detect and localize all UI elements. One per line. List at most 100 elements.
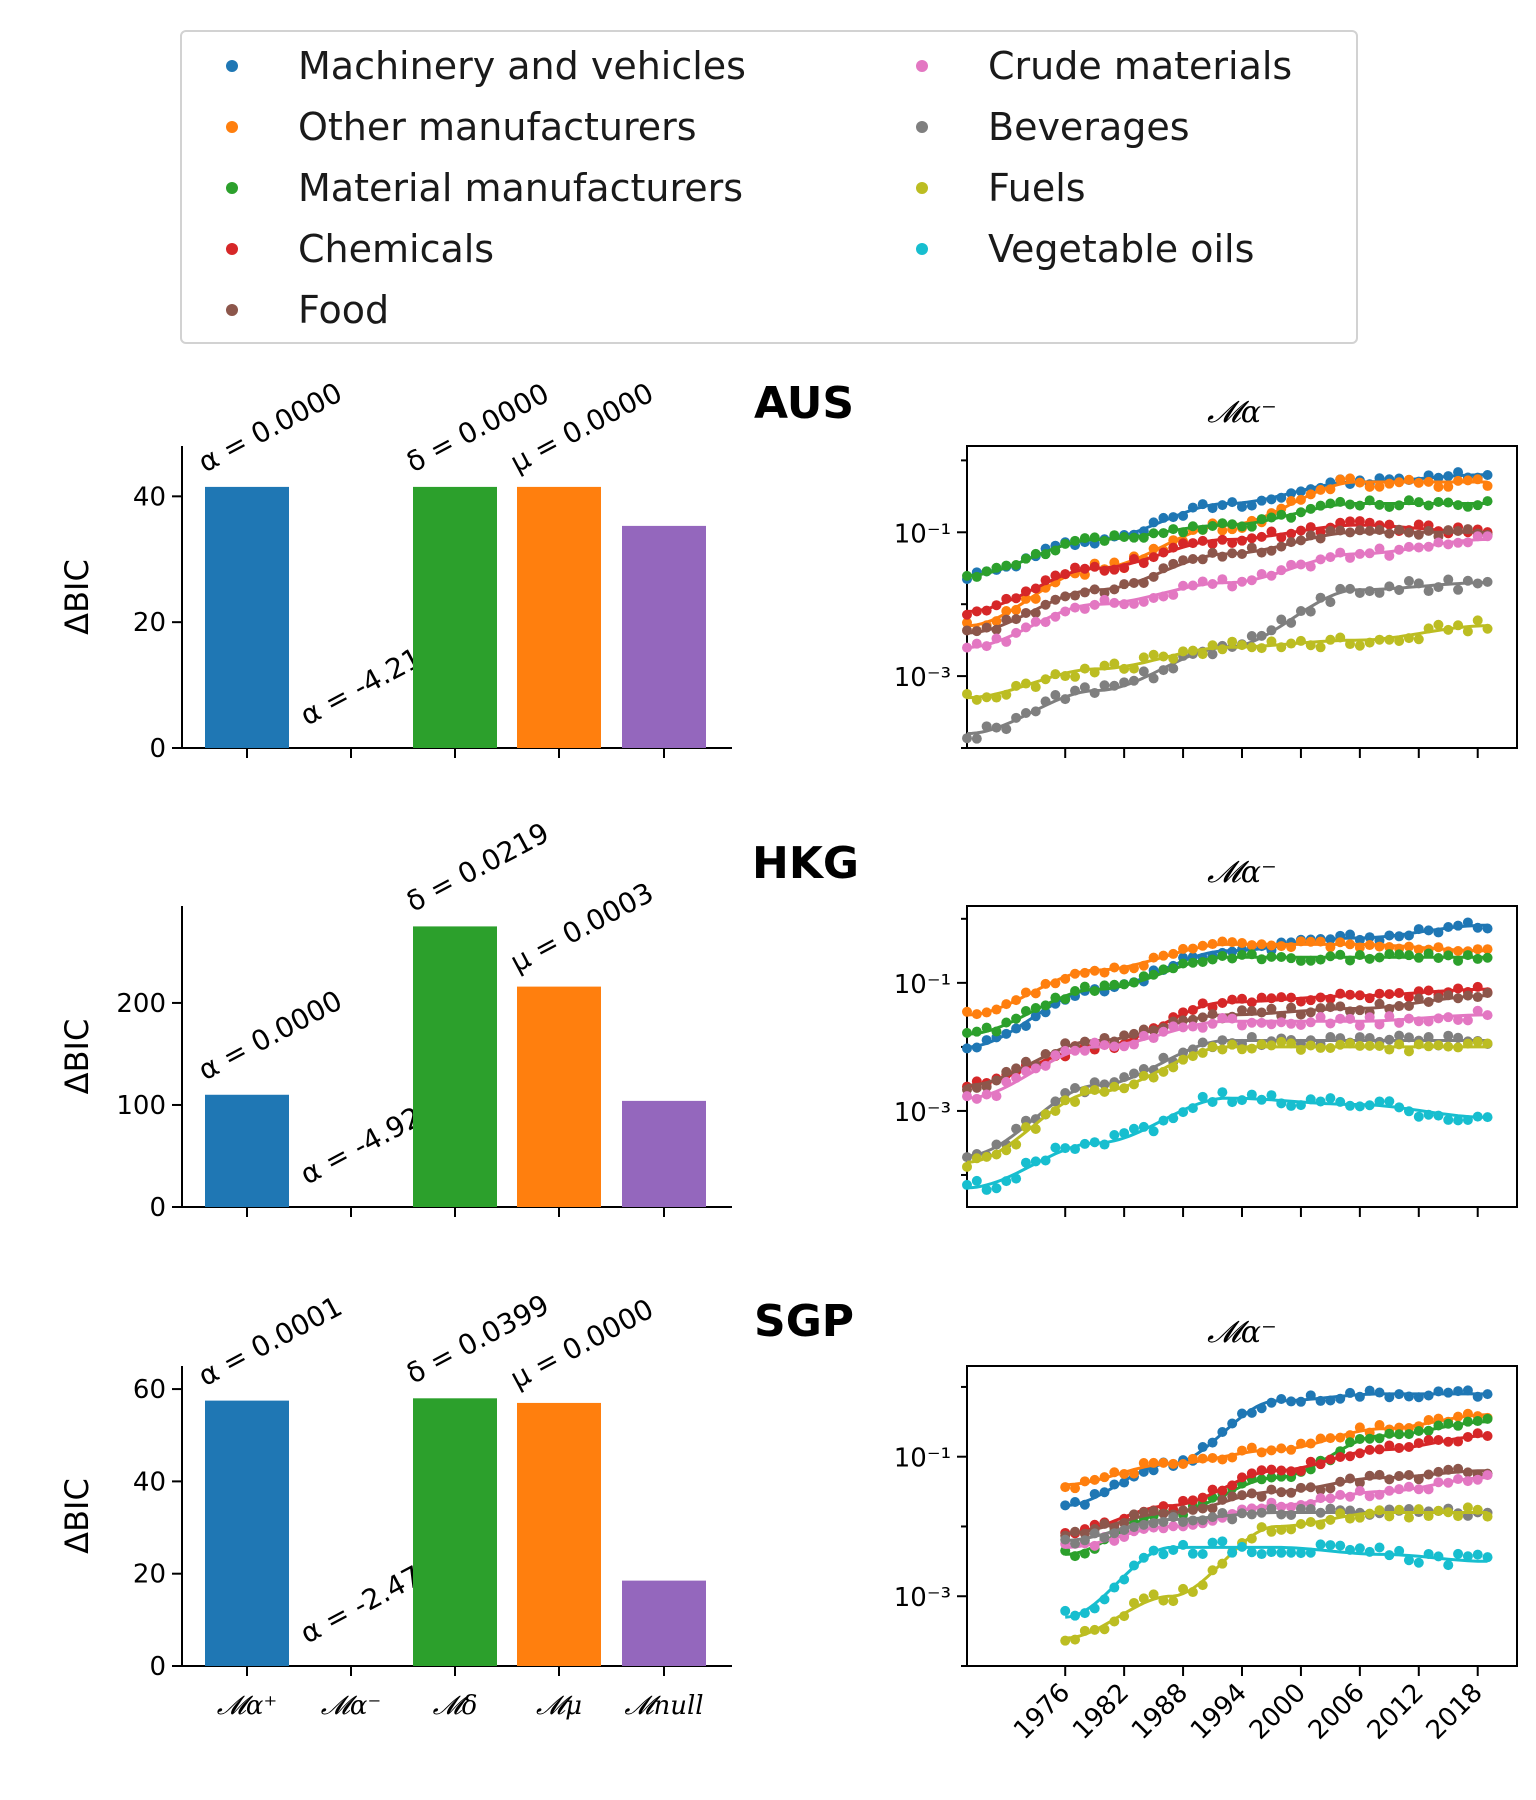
data-point xyxy=(1482,576,1493,587)
data-point xyxy=(1482,1431,1493,1442)
fit-line xyxy=(966,955,1488,1036)
fit-line xyxy=(1065,1545,1488,1619)
data-point xyxy=(1462,1551,1473,1562)
data-point xyxy=(1433,481,1444,492)
data-point xyxy=(1443,481,1454,492)
x-tick-label: 1982 xyxy=(1067,1678,1135,1746)
data-point xyxy=(962,1043,972,1054)
data-point xyxy=(1384,478,1395,489)
data-point xyxy=(1138,666,1149,677)
y-axis-label: ΔBIC xyxy=(58,1478,96,1554)
data-point xyxy=(1472,500,1483,511)
x-tick-label: 1976 xyxy=(1008,1678,1076,1746)
fit-line xyxy=(966,942,1488,1017)
fit-line xyxy=(1065,1476,1488,1549)
y-axis-label: ΔBIC xyxy=(58,559,96,635)
data-point xyxy=(1453,1548,1464,1559)
bar-annotation: δ = 0.0219 xyxy=(401,816,555,919)
data-point xyxy=(1354,1543,1365,1554)
data-point xyxy=(962,1161,972,1172)
data-point xyxy=(1089,1037,1100,1048)
legend-marker xyxy=(916,60,928,72)
bar xyxy=(517,1402,601,1666)
fit-line xyxy=(1065,1469,1488,1535)
data-point xyxy=(962,642,972,653)
legend-marker xyxy=(226,121,238,133)
x-tick-label: 1994 xyxy=(1185,1678,1253,1746)
x-tick-label: 𝓜μ xyxy=(536,1691,582,1721)
data-point xyxy=(1246,1043,1257,1054)
bar xyxy=(413,1398,497,1666)
data-point xyxy=(1453,1015,1464,1026)
data-point xyxy=(1237,1005,1247,1016)
country-label-sgp: SGP xyxy=(754,1296,855,1347)
data-point xyxy=(1453,1115,1464,1126)
data-point xyxy=(1374,543,1385,554)
data-point xyxy=(1462,1015,1473,1026)
data-point xyxy=(1246,631,1257,642)
data-point xyxy=(1354,1101,1365,1112)
legend-item: Material manufacturers xyxy=(182,158,743,218)
data-point xyxy=(1374,481,1385,492)
data-point xyxy=(1472,953,1483,964)
subplot-title: 𝓜α⁻ xyxy=(1207,395,1277,430)
data-point xyxy=(1384,1428,1395,1439)
fit-line xyxy=(966,538,1488,649)
data-point xyxy=(1246,1089,1257,1100)
data-point xyxy=(1266,1547,1277,1558)
data-point xyxy=(1325,597,1336,608)
data-point xyxy=(1433,1505,1444,1516)
data-point xyxy=(1109,1130,1120,1141)
y-tick-label: 0 xyxy=(149,1652,166,1682)
data-point xyxy=(1187,1548,1198,1559)
data-point xyxy=(1030,682,1041,693)
data-point xyxy=(1276,1547,1287,1558)
data-point xyxy=(1099,680,1110,691)
legend-marker xyxy=(916,243,928,255)
data-point xyxy=(1413,1557,1424,1568)
y-tick-label: 200 xyxy=(116,989,166,1019)
data-point xyxy=(1148,1589,1159,1600)
legend-item: Fuels xyxy=(872,158,1086,218)
data-point xyxy=(1325,1093,1336,1104)
data-point xyxy=(1276,1393,1287,1404)
fit-line xyxy=(966,923,1488,1049)
legend: Machinery and vehicles Other manufacturer… xyxy=(180,30,1358,344)
legend-item: Beverages xyxy=(872,97,1190,157)
y-tick-label: 60 xyxy=(133,1375,166,1405)
data-point xyxy=(1482,944,1493,955)
data-point xyxy=(1394,1030,1405,1041)
legend-item: Vegetable oils xyxy=(872,219,1254,279)
y-tick-label: 100 xyxy=(116,1091,166,1121)
data-point xyxy=(1168,1596,1179,1607)
data-point xyxy=(1443,1030,1454,1041)
legend-label: Chemicals xyxy=(298,227,495,271)
legend-item: Food xyxy=(182,280,389,340)
data-point xyxy=(971,733,982,744)
bar xyxy=(413,926,497,1207)
data-point xyxy=(1482,469,1493,480)
y-tick-label: 10⁻³ xyxy=(894,663,951,693)
data-point xyxy=(1217,644,1228,655)
data-point xyxy=(1207,1537,1218,1548)
legend-label: Crude materials xyxy=(988,44,1293,88)
data-point xyxy=(1020,1157,1031,1168)
data-point xyxy=(1217,525,1228,536)
legend-marker xyxy=(226,182,238,194)
data-point xyxy=(1443,1114,1454,1125)
data-point xyxy=(1482,1511,1493,1522)
data-point xyxy=(1462,475,1473,486)
bar-annotation: α = 0.0001 xyxy=(193,1290,348,1393)
data-point xyxy=(1217,1087,1228,1098)
data-point xyxy=(1227,1547,1238,1558)
data-point xyxy=(981,1184,992,1195)
data-point xyxy=(1482,1552,1493,1563)
data-point xyxy=(1295,1548,1306,1559)
legend-marker xyxy=(226,243,238,255)
fit-line xyxy=(966,1045,1488,1164)
legend-item: Other manufacturers xyxy=(182,97,697,157)
data-point xyxy=(1276,1509,1287,1520)
fit-line xyxy=(966,530,1488,635)
data-point xyxy=(1266,1003,1277,1014)
data-point xyxy=(1433,1040,1444,1051)
